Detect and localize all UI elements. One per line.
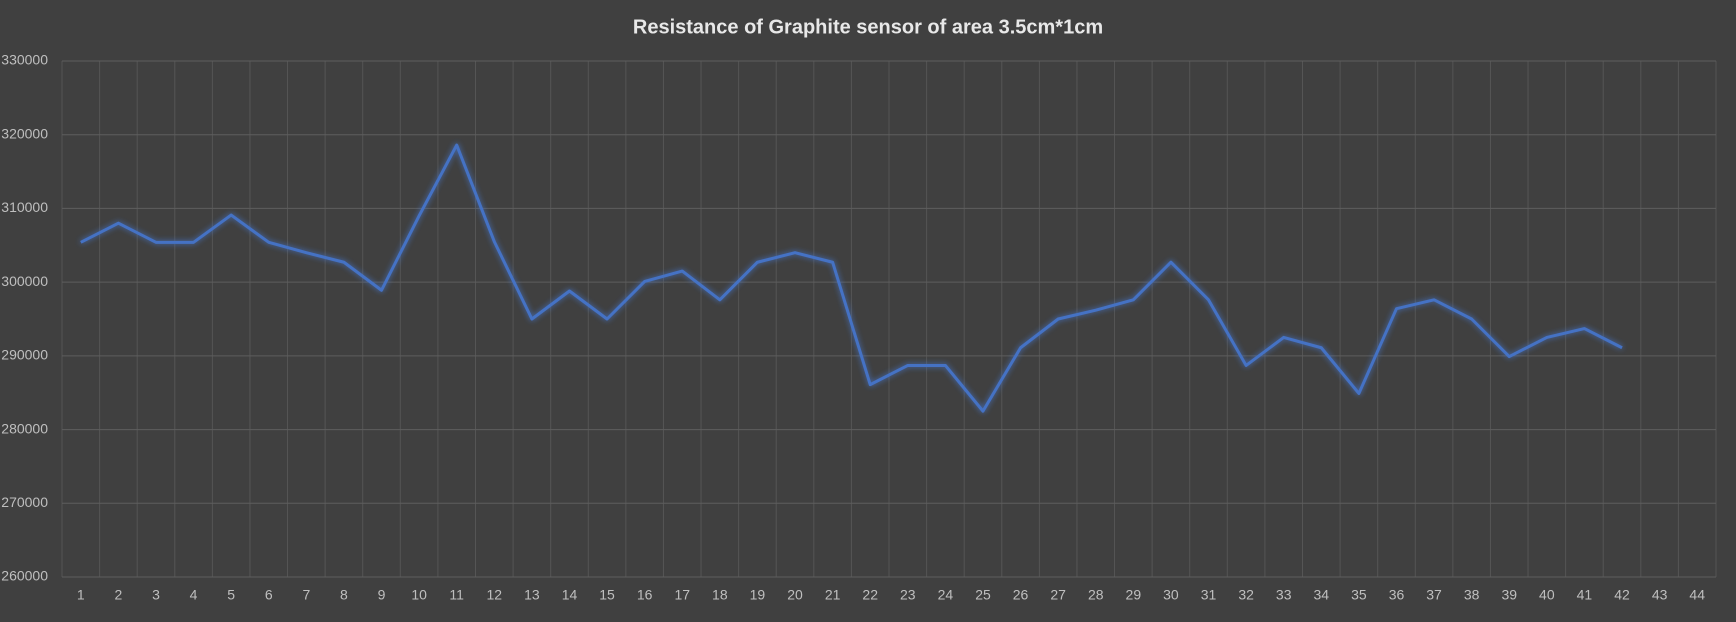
x-tick-label: 32	[1238, 587, 1254, 603]
y-tick-label: 270000	[1, 494, 48, 510]
x-tick-label: 34	[1314, 587, 1330, 603]
x-tick-label: 21	[825, 587, 841, 603]
x-tick-label: 30	[1163, 587, 1179, 603]
x-tick-label: 19	[750, 587, 766, 603]
y-tick-label: 280000	[1, 420, 48, 436]
x-tick-label: 24	[938, 587, 954, 603]
x-tick-label: 13	[524, 587, 540, 603]
y-tick-label: 290000	[1, 347, 48, 363]
x-tick-label: 7	[302, 587, 310, 603]
y-tick-label: 300000	[1, 273, 48, 289]
x-tick-label: 6	[265, 587, 273, 603]
y-tick-label: 320000	[1, 125, 48, 141]
x-tick-label: 28	[1088, 587, 1104, 603]
x-tick-label: 16	[637, 587, 653, 603]
x-tick-label: 9	[378, 587, 386, 603]
x-tick-label: 31	[1201, 587, 1217, 603]
chart-title: Resistance of Graphite sensor of area 3.…	[633, 16, 1103, 38]
x-tick-label: 1	[77, 587, 85, 603]
x-tick-label: 43	[1652, 587, 1668, 603]
x-tick-label: 27	[1050, 587, 1066, 603]
x-tick-label: 29	[1126, 587, 1142, 603]
data-line	[80, 143, 1623, 413]
x-tick-label: 23	[900, 587, 916, 603]
x-tick-label: 37	[1426, 587, 1442, 603]
y-tick-label: 310000	[1, 199, 48, 215]
x-tick-label: 22	[862, 587, 878, 603]
x-tick-label: 25	[975, 587, 991, 603]
x-tick-label: 18	[712, 587, 728, 603]
x-tick-label: 3	[152, 587, 160, 603]
x-tick-label: 44	[1689, 587, 1705, 603]
x-tick-label: 8	[340, 587, 348, 603]
x-tick-label: 36	[1389, 587, 1405, 603]
y-tick-label: 260000	[1, 568, 48, 584]
x-tick-label: 12	[487, 587, 503, 603]
x-tick-label: 20	[787, 587, 803, 603]
x-tick-label: 5	[227, 587, 235, 603]
x-tick-label: 35	[1351, 587, 1367, 603]
x-tick-label: 42	[1614, 587, 1630, 603]
x-tick-label: 38	[1464, 587, 1480, 603]
x-tick-label: 10	[411, 587, 427, 603]
x-tick-label: 2	[114, 587, 122, 603]
x-tick-label: 14	[562, 587, 578, 603]
x-tick-label: 40	[1539, 587, 1555, 603]
x-tick-label: 11	[449, 587, 464, 603]
x-tick-label: 26	[1013, 587, 1029, 603]
x-tick-label: 17	[674, 587, 690, 603]
x-tick-label: 39	[1501, 587, 1517, 603]
y-tick-label: 330000	[1, 52, 48, 68]
x-tick-label: 15	[599, 587, 615, 603]
x-tick-label: 4	[190, 587, 198, 603]
x-tick-label: 41	[1577, 587, 1593, 603]
x-tick-label: 33	[1276, 587, 1292, 603]
